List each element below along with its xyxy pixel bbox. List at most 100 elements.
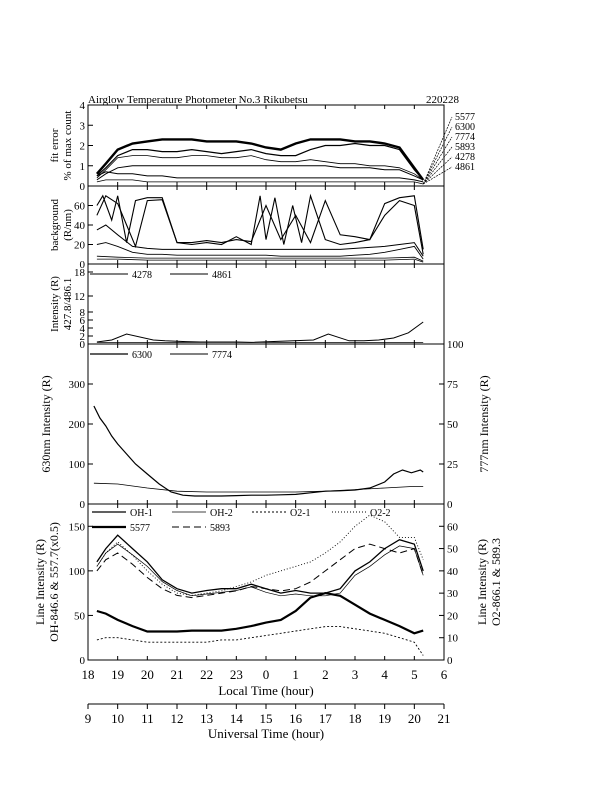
series-line-fit-error-7774 — [96, 155, 424, 181]
y-tick-right-label-line-intensity: 20 — [447, 610, 459, 622]
panel-frame-intensity-6300-7774 — [87, 343, 445, 505]
legend-label-OH-2: OH-2 — [210, 508, 233, 519]
x-tick-label-universal: 14 — [230, 711, 244, 726]
y-tick-label-fit-error: 1 — [80, 161, 86, 173]
series-line-background-4861 — [96, 258, 424, 263]
x-tick-label-universal: 13 — [200, 711, 213, 726]
y-tick-label-intensity-4278-4861: 2 — [80, 331, 86, 343]
series-line-line-intensity-5577 — [96, 591, 424, 635]
universal-time-label: Universal Time (hour) — [208, 726, 324, 741]
series-label-5893: 5893 — [455, 142, 475, 153]
chart-date: 220228 — [426, 94, 460, 106]
x-tick-label-universal: 21 — [438, 711, 451, 726]
legend-label-7774: 7774 — [212, 350, 232, 361]
legend-label-OH-1: OH-1 — [130, 508, 153, 519]
x-tick-label-universal: 12 — [171, 711, 184, 726]
series-leader-7774 — [422, 136, 453, 185]
y-tick-right-label-line-intensity: 0 — [447, 655, 453, 667]
legend-label-4861: 4861 — [212, 270, 232, 281]
series-label-4861: 4861 — [455, 162, 475, 173]
y-tick-label-intensity-4278-4861: 18 — [74, 267, 86, 279]
x-tick-label-local: 5 — [411, 667, 418, 682]
y-axis-label-background: background — [49, 199, 61, 251]
y-axis-label-right-line-intensity: Line Intensity (R) — [475, 539, 489, 625]
y-tick-label-fit-error: 3 — [80, 120, 86, 132]
y-tick-label-background: 40 — [74, 220, 86, 232]
series-leader-4278 — [422, 156, 453, 185]
x-tick-label-universal: 18 — [349, 711, 362, 726]
y-tick-label-intensity-4278-4861: 8 — [80, 307, 86, 319]
x-tick-label-local: 3 — [352, 667, 359, 682]
series-leader-5577 — [422, 116, 453, 185]
series-leader-5893 — [422, 146, 453, 185]
y-axis-label-intensity-4278-4861: Intensity (R) — [49, 276, 61, 332]
y-axis-label-left-line-intensity: Line Intensity (R) — [33, 539, 47, 625]
y-tick-right-label-intensity-6300-7774: 50 — [447, 419, 459, 431]
x-tick-label-universal: 15 — [260, 711, 273, 726]
legend-label-4278: 4278 — [132, 270, 152, 281]
series-line-background-7774 — [96, 224, 424, 257]
y-tick-label-intensity-4278-4861: 0 — [80, 339, 86, 351]
y-axis-label-right-intensity-6300-7774: 777nm Intensity (R) — [477, 375, 491, 472]
series-line-line-intensity-OH-2 — [96, 543, 424, 597]
y-tick-right-label-intensity-6300-7774: 75 — [447, 379, 459, 391]
y-tick-label-intensity-6300-7774: 100 — [69, 459, 86, 471]
y-tick-label-intensity-4278-4861: 12 — [74, 291, 85, 303]
x-tick-label-universal: 19 — [378, 711, 391, 726]
y-axis-label-left-line-intensity: OH-846.6 & 557.7(x0.5) — [47, 522, 61, 642]
y-axis-label-fit-error: % of max count — [62, 111, 74, 181]
series-line-fit-error-6300 — [96, 142, 424, 181]
x-tick-label-local: 23 — [230, 667, 243, 682]
y-tick-label-intensity-4278-4861: 6 — [80, 315, 86, 327]
x-tick-label-local: 18 — [82, 667, 95, 682]
series-label-4278: 4278 — [455, 152, 475, 163]
series-leader-6300 — [422, 126, 453, 185]
legend-label-O2-2: O2-2 — [370, 508, 391, 519]
x-tick-label-local: 22 — [200, 667, 213, 682]
y-tick-right-label-line-intensity: 40 — [447, 566, 459, 578]
x-tick-label-universal: 10 — [111, 711, 124, 726]
x-tick-label-universal: 16 — [289, 711, 303, 726]
y-tick-label-fit-error: 4 — [80, 100, 86, 112]
local-time-label: Local Time (hour) — [218, 683, 313, 698]
series-line-background-4278 — [96, 255, 424, 262]
y-tick-label-line-intensity: 0 — [80, 655, 86, 667]
series-label-6300: 6300 — [455, 122, 475, 133]
x-tick-label-local: 0 — [263, 667, 270, 682]
y-tick-label-fit-error: 2 — [80, 141, 86, 153]
legend-label-5577: 5577 — [130, 523, 150, 534]
y-tick-label-background: 0 — [80, 259, 86, 271]
y-tick-label-intensity-6300-7774: 0 — [80, 499, 86, 511]
x-tick-label-local: 6 — [441, 667, 448, 682]
series-line-line-intensity-OH-1 — [96, 534, 424, 594]
series-line-intensity-6300-7774-6300 — [93, 405, 424, 497]
x-tick-label-local: 1 — [292, 667, 299, 682]
y-axis-label-right-line-intensity: O2-866.1 & 589.3 — [489, 538, 503, 626]
y-tick-right-label-line-intensity: 60 — [447, 521, 459, 533]
series-line-background-6300 — [96, 194, 424, 255]
x-tick-label-local: 2 — [322, 667, 329, 682]
legend-label-5893: 5893 — [210, 523, 230, 534]
series-line-fit-error-4278 — [96, 171, 424, 183]
x-tick-label-local: 4 — [381, 667, 388, 682]
y-tick-right-label-intensity-6300-7774: 0 — [447, 499, 453, 511]
legend-label-6300: 6300 — [132, 350, 152, 361]
series-line-background-5893 — [96, 242, 424, 260]
y-tick-label-background: 60 — [74, 201, 86, 213]
y-tick-label-intensity-6300-7774: 300 — [69, 379, 86, 391]
y-tick-right-label-line-intensity: 50 — [447, 544, 459, 556]
series-line-line-intensity-5893 — [96, 543, 424, 599]
series-line-fit-error-5577 — [95, 138, 425, 181]
y-tick-label-line-intensity: 50 — [74, 610, 86, 622]
y-tick-right-label-intensity-6300-7774: 100 — [447, 339, 464, 351]
chart-title: Airglow Temperature Photometer No.3 Riku… — [88, 94, 308, 106]
y-tick-label-line-intensity: 150 — [69, 521, 86, 533]
x-tick-label-universal: 11 — [141, 711, 154, 726]
y-tick-label-fit-error: 0 — [80, 181, 86, 193]
y-tick-label-intensity-6300-7774: 200 — [69, 419, 86, 431]
y-tick-label-background: 20 — [74, 240, 86, 252]
y-tick-right-label-line-intensity: 10 — [447, 633, 459, 645]
y-tick-right-label-intensity-6300-7774: 25 — [447, 459, 459, 471]
y-axis-label-intensity-4278-4861: 427.8/486.1 — [62, 278, 74, 331]
